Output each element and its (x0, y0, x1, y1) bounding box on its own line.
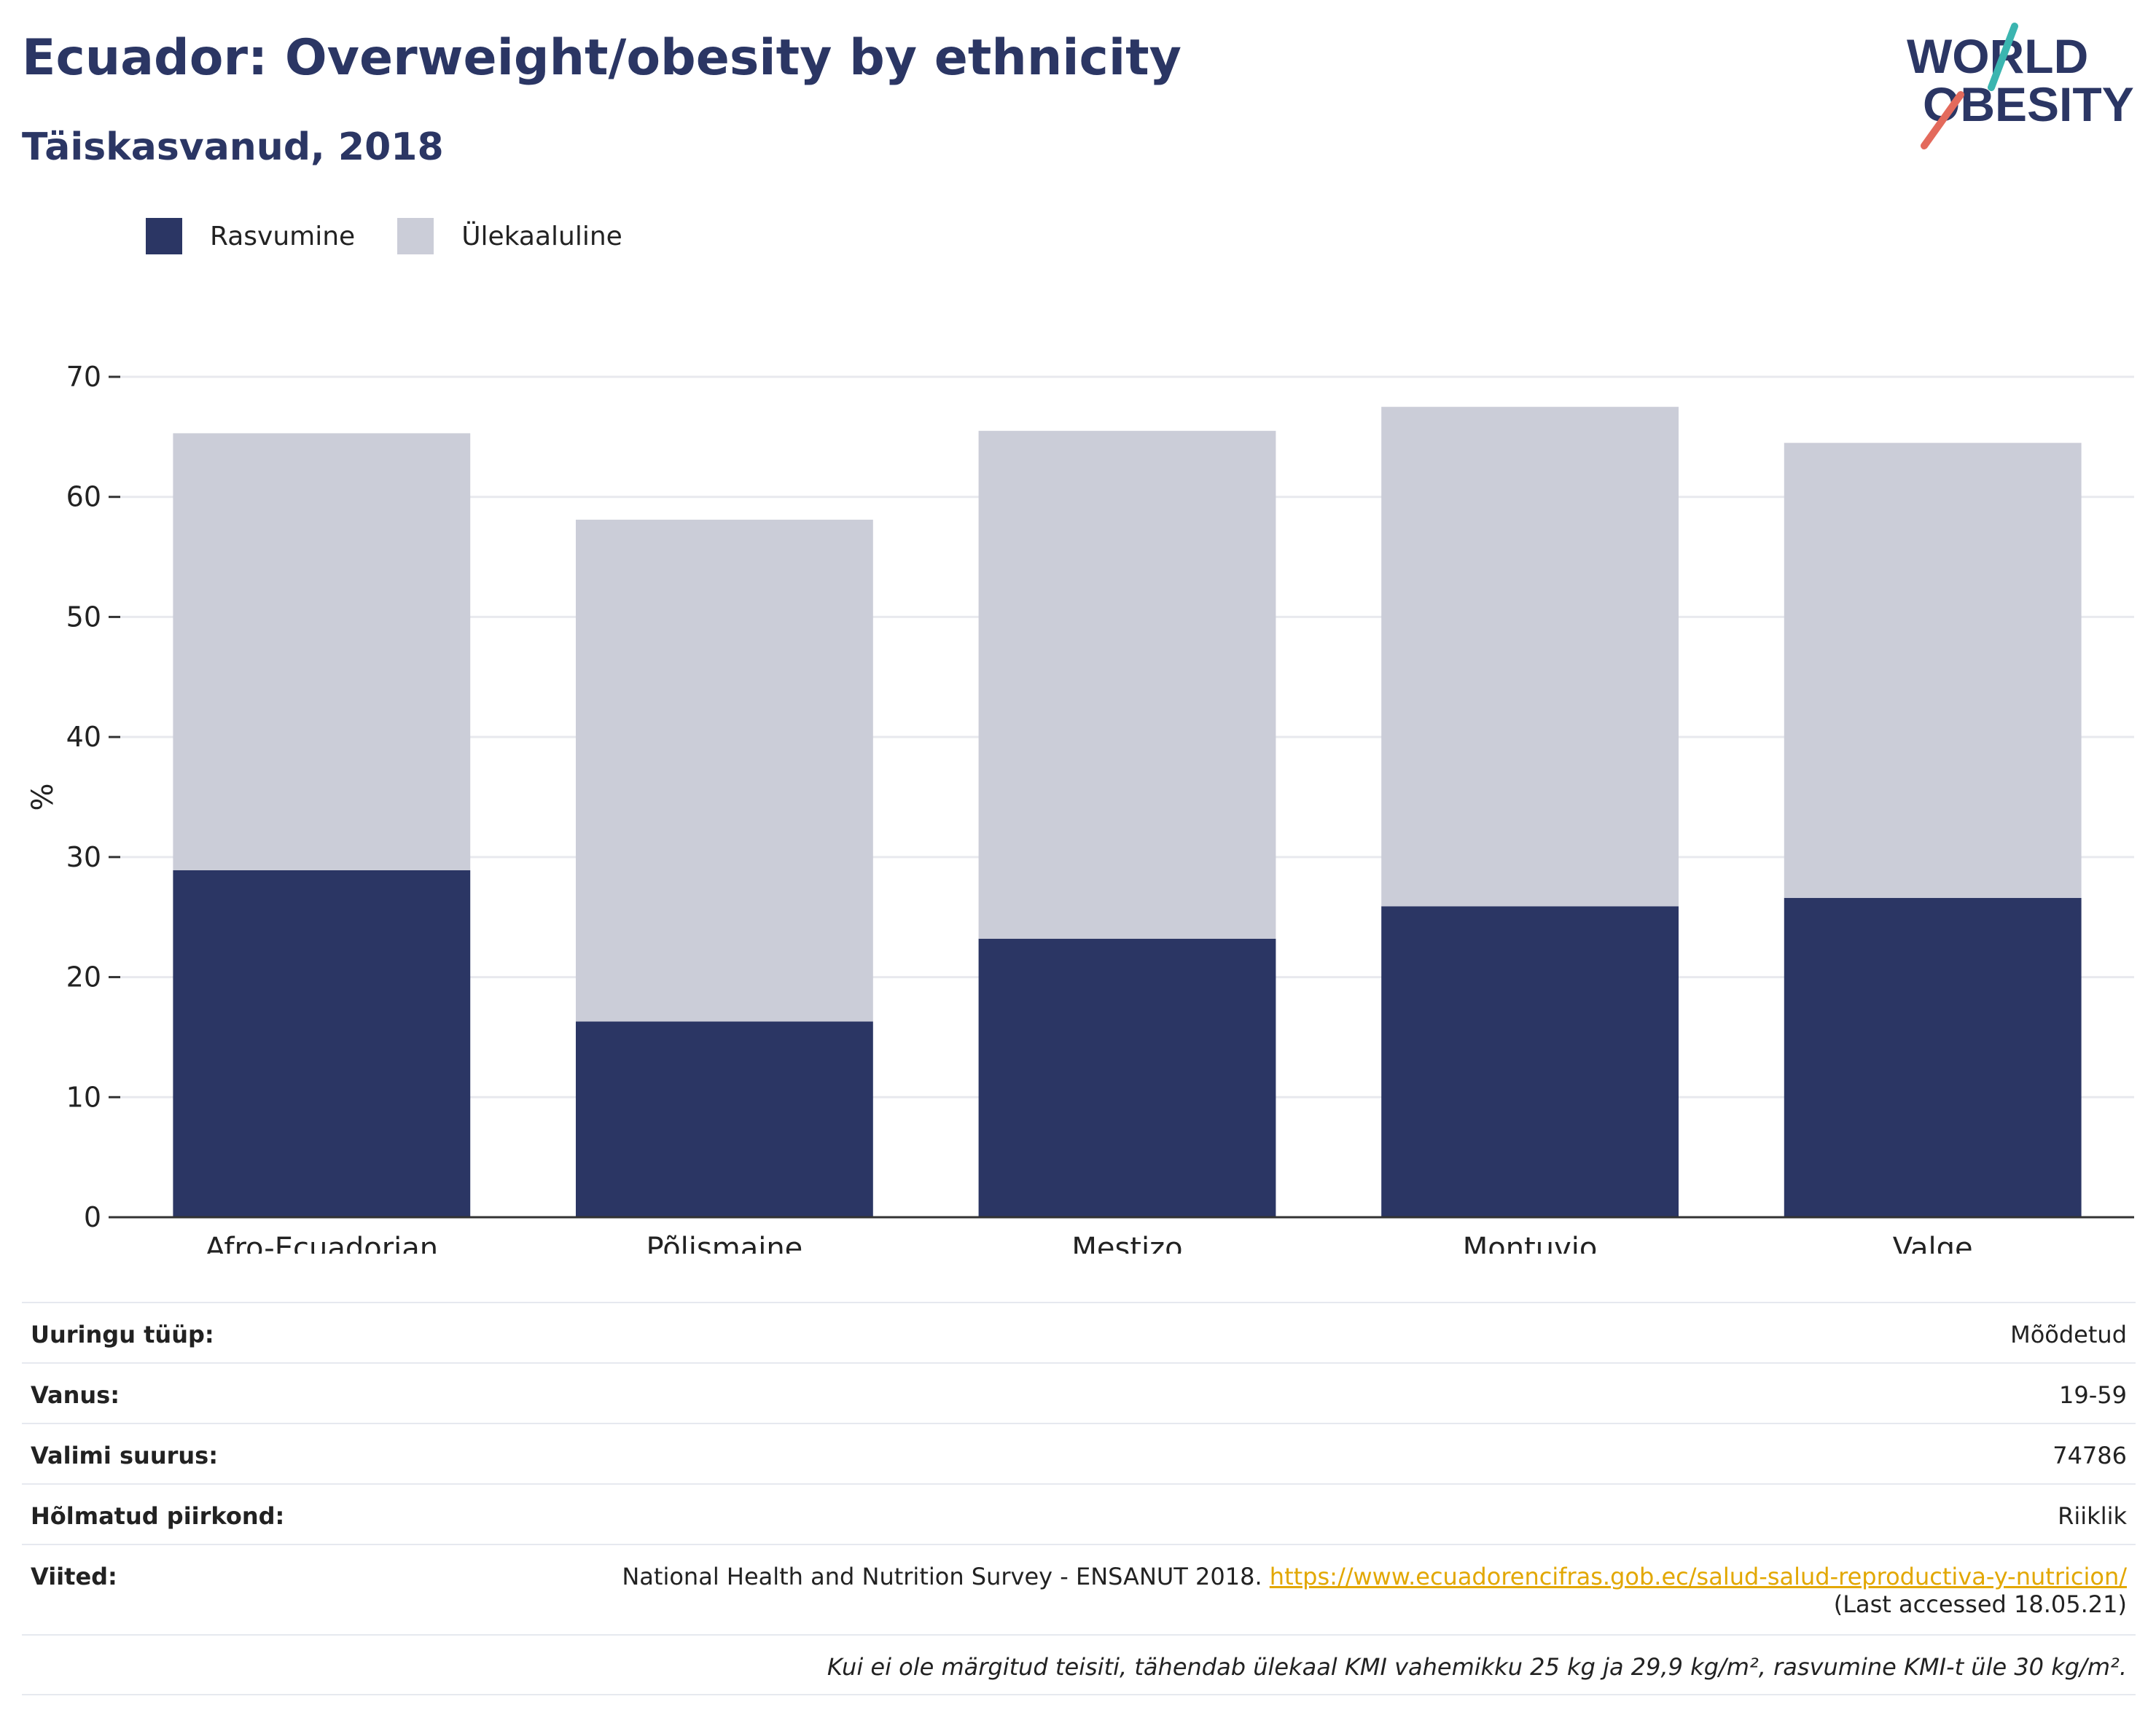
bar-chart: 0 10 20 30 40 50 60 70% Afro-Ecuadorian Põlismain… (26, 361, 2134, 1254)
info-label: Vanus: (31, 1381, 120, 1409)
info-value: 74786 (2053, 1442, 2127, 1469)
world-obesity-logo: WORLD OBESITY (1907, 23, 2134, 149)
info-value: 19-59 (2059, 1381, 2127, 1409)
chart-subtitle: Täiskasvanud, 2018 (22, 125, 444, 169)
references-value: National Health and Nutrition Survey - E… (622, 1563, 2127, 1618)
info-row-area-covered: Hõlmatud piirkond: Riiklik (22, 1483, 2136, 1544)
legend-item-obesity: Rasvumine (146, 218, 355, 254)
x-tick-label: Afro-Ecuadorian (205, 1232, 438, 1254)
info-value: Mõõdetud (2010, 1321, 2127, 1348)
info-row-survey-type: Uuringu tüüp: Mõõdetud (22, 1302, 2136, 1362)
y-tick-label: 30 (66, 841, 101, 873)
bar-obesity (173, 870, 471, 1217)
legend-label-obesity: Rasvumine (210, 221, 356, 251)
info-row-sample-size: Valimi suurus: 74786 (22, 1423, 2136, 1483)
chart-title: Ecuador: Overweight/obesity by ethnicity (22, 29, 1181, 87)
y-tick-label: 60 (66, 481, 101, 513)
bar-overweight (1784, 442, 2082, 898)
info-row-references: Viited: National Health and Nutrition Su… (22, 1544, 2136, 1634)
y-axis-label: % (26, 783, 60, 811)
bar-overweight (173, 433, 471, 870)
legend-swatch-obesity (146, 218, 182, 254)
y-tick-label: 10 (66, 1081, 101, 1113)
chart-legend: Rasvumine Ülekaaluline (146, 216, 665, 257)
bar-obesity (1784, 897, 2082, 1217)
bar-overweight (978, 431, 1276, 939)
y-tick-label: 0 (84, 1201, 101, 1233)
bar-obesity (978, 938, 1276, 1217)
bar-obesity (575, 1021, 873, 1217)
logo-slash-teal (1988, 23, 2018, 91)
x-tick-label: Mestizo (1071, 1232, 1182, 1254)
reference-accessed: (Last accessed 18.05.21) (1833, 1590, 2127, 1618)
legend-label-overweight: Ülekaaluline (461, 221, 622, 251)
info-value: Riiklik (2058, 1502, 2127, 1530)
info-label: Viited: (31, 1563, 117, 1590)
y-tick-label: 50 (66, 601, 101, 633)
bar-obesity (1381, 906, 1679, 1217)
legend-swatch-overweight (397, 218, 434, 254)
y-tick-label: 70 (66, 361, 101, 393)
reference-link[interactable]: https://www.ecuadorencifras.gob.ec/salud… (1269, 1563, 2127, 1590)
reference-text: National Health and Nutrition Survey - E… (622, 1563, 1270, 1590)
info-label: Valimi suurus: (31, 1442, 219, 1469)
y-tick-label: 40 (66, 721, 101, 753)
survey-info-table: Uuringu tüüp: Mõõdetud Vanus: 19-59 Vali… (22, 1302, 2136, 1695)
legend-item-overweight: Ülekaaluline (397, 218, 622, 254)
info-label: Hõlmatud piirkond: (31, 1502, 285, 1530)
bar-overweight (1381, 407, 1679, 907)
logo-slash-coral (1921, 91, 1964, 149)
x-tick-label: Valge (1893, 1232, 1973, 1254)
y-tick-label: 20 (66, 961, 101, 993)
definition-note: Kui ei ole märgitud teisiti, tähendab ül… (22, 1634, 2136, 1695)
bar-overweight (575, 520, 873, 1022)
info-row-age: Vanus: 19-59 (22, 1362, 2136, 1423)
x-tick-label: Montuvio (1463, 1232, 1598, 1254)
x-tick-label: Põlismaine (647, 1232, 803, 1254)
info-label: Uuringu tüüp: (31, 1321, 214, 1348)
